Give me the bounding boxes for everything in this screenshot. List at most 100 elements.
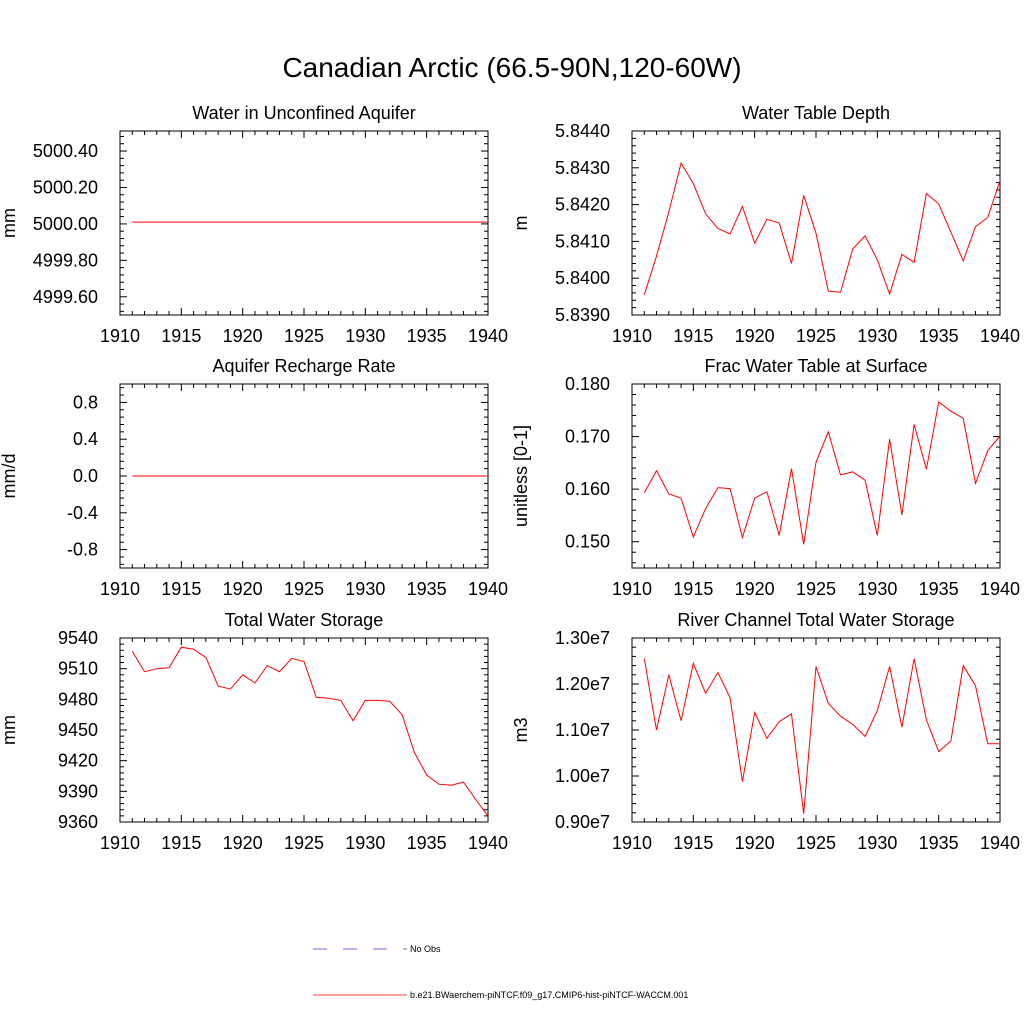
x-tick-label: 1915: [673, 579, 713, 599]
y-tick-label: 5000.40: [33, 141, 98, 161]
x-tick-label: 1925: [796, 579, 836, 599]
series-line-frac-water-table-at-surface: [643, 401, 1001, 545]
series-line-river-channel-total-water-storage: [643, 658, 1000, 814]
ylabel-river-channel-total-water-storage: m3: [511, 717, 531, 742]
x-tick-label: 1920: [735, 833, 775, 853]
x-tick-label: 1940: [980, 833, 1020, 853]
series-line-total-water-storage: [131, 646, 489, 817]
plot-frame: [119, 637, 489, 823]
y-tick-label: 9390: [58, 781, 98, 801]
y-tick-label: 5000.20: [33, 177, 98, 197]
y-tick-label: 0.0: [73, 466, 98, 486]
y-tick-label: 5.8400: [555, 268, 610, 288]
plot-frame: [631, 130, 1001, 316]
y-tick-label: 0.170: [565, 427, 610, 447]
x-tick-label: 1940: [468, 579, 508, 599]
y-tick-label: 0.8: [73, 392, 98, 412]
y-tick-label: 1.20e7: [555, 674, 610, 694]
y-tick-label: 1.00e7: [555, 766, 610, 786]
y-tick-label: 5.8430: [555, 158, 610, 178]
y-tick-label: -0.8: [67, 540, 98, 560]
x-tick-label: 1935: [919, 326, 959, 346]
panel-aquifer-recharge-rate: Aquifer Recharge Rate mm/d 1910 1915 1920 192…: [0, 356, 508, 599]
x-tick-label: 1910: [100, 326, 140, 346]
x-tick-label: 1935: [407, 579, 447, 599]
x-tick-label: 1925: [796, 326, 836, 346]
y-tick-label: 9510: [58, 659, 98, 679]
panel-river-channel-total-water-storage: River Channel Total Water Storage m3 1910 1…: [511, 610, 1020, 853]
x-tick-label: 1915: [161, 833, 201, 853]
x-tick-label: 1925: [284, 579, 324, 599]
ylabel-water-table-depth: m: [511, 216, 531, 231]
x-tick-label: 1935: [919, 579, 959, 599]
x-tick-label: 1915: [673, 326, 713, 346]
x-tick-label: 1910: [100, 579, 140, 599]
y-tick-label: 9450: [58, 720, 98, 740]
y-tick-label: 9360: [58, 812, 98, 832]
y-tick-label: 5.8390: [555, 305, 610, 325]
x-tick-label: 1940: [468, 326, 508, 346]
x-tick-label: 1915: [673, 833, 713, 853]
panel-water-in-unconfined-aquifer: Water in Unconfined Aquifer mm 1910 1915 192…: [0, 103, 508, 346]
x-tick-label: 1910: [100, 833, 140, 853]
panel-title-total-water-storage: Total Water Storage: [225, 610, 383, 630]
series-line-water-table-depth: [643, 161, 1001, 296]
y-tick-label: 4999.60: [33, 287, 98, 307]
x-tick-label: 1920: [735, 326, 775, 346]
ylabel-frac-water-table-at-surface: unitless [0-1]: [511, 425, 531, 527]
y-tick-label: 0.4: [73, 429, 98, 449]
x-tick-label: 1925: [284, 326, 324, 346]
ylabel-water-in-unconfined-aquifer: mm: [0, 208, 19, 238]
panel-title-river-channel-total-water-storage: River Channel Total Water Storage: [677, 610, 954, 630]
legend-label-model: b.e21.BWaerchem-piNTCF.f09_g17.CMIP6-his…: [410, 990, 688, 1000]
legend: No Obs b.e21.BWaerchem-piNTCF.f09_g17.CM…: [313, 944, 688, 1000]
x-tick-label: 1930: [345, 579, 385, 599]
panels: Water in Unconfined Aquifer mm 1910 1915 192…: [0, 103, 1020, 853]
y-tick-label: 5.8410: [555, 231, 610, 251]
x-tick-label: 1910: [612, 833, 652, 853]
x-tick-label: 1915: [161, 579, 201, 599]
x-tick-label: 1910: [612, 579, 652, 599]
x-tick-label: 1930: [857, 579, 897, 599]
panel-title-water-table-depth: Water Table Depth: [742, 103, 890, 123]
x-tick-label: 1935: [407, 326, 447, 346]
ylabel-total-water-storage: mm: [0, 715, 19, 745]
x-tick-label: 1920: [223, 579, 263, 599]
x-tick-label: 1940: [980, 579, 1020, 599]
y-tick-label: 1.10e7: [555, 720, 610, 740]
plot-frame: [631, 637, 1001, 823]
x-tick-label: 1935: [407, 833, 447, 853]
x-tick-label: 1940: [468, 833, 508, 853]
panel-title-water-in-unconfined-aquifer: Water in Unconfined Aquifer: [192, 103, 415, 123]
panel-frac-water-table-at-surface: Frac Water Table at Surface unitless [0-1…: [511, 356, 1020, 599]
legend-label-no-obs: No Obs: [410, 944, 441, 954]
panel-total-water-storage: Total Water Storage mm 1910 1915 1920 1925 193…: [0, 610, 508, 853]
plot-frame: [119, 130, 489, 316]
x-tick-label: 1925: [796, 833, 836, 853]
y-tick-label: 0.90e7: [555, 812, 610, 832]
x-tick-label: 1910: [612, 326, 652, 346]
x-tick-label: 1920: [223, 326, 263, 346]
x-tick-label: 1930: [857, 833, 897, 853]
x-tick-label: 1925: [284, 833, 324, 853]
y-tick-label: 0.150: [565, 532, 610, 552]
y-tick-label: 9540: [58, 628, 98, 648]
x-tick-label: 1920: [735, 579, 775, 599]
y-tick-label: -0.4: [67, 503, 98, 523]
panel-title-aquifer-recharge-rate: Aquifer Recharge Rate: [212, 356, 395, 376]
y-tick-label: 5000.00: [33, 214, 98, 234]
y-tick-label: 9480: [58, 689, 98, 709]
plot-frame: [631, 383, 1001, 569]
figure-title: Canadian Arctic (66.5-90N,120-60W): [282, 52, 742, 83]
x-tick-label: 1920: [223, 833, 263, 853]
ylabel-aquifer-recharge-rate: mm/d: [0, 454, 19, 499]
y-tick-label: 0.160: [565, 479, 610, 499]
panel-title-frac-water-table-at-surface: Frac Water Table at Surface: [704, 356, 927, 376]
x-tick-label: 1930: [345, 833, 385, 853]
x-tick-label: 1930: [345, 326, 385, 346]
panel-water-table-depth: Water Table Depth m 1910 1915 1920 1925 1930 19…: [511, 103, 1020, 346]
y-tick-label: 4999.80: [33, 250, 98, 270]
y-tick-label: 1.30e7: [555, 628, 610, 648]
y-tick-label: 0.180: [565, 374, 610, 394]
